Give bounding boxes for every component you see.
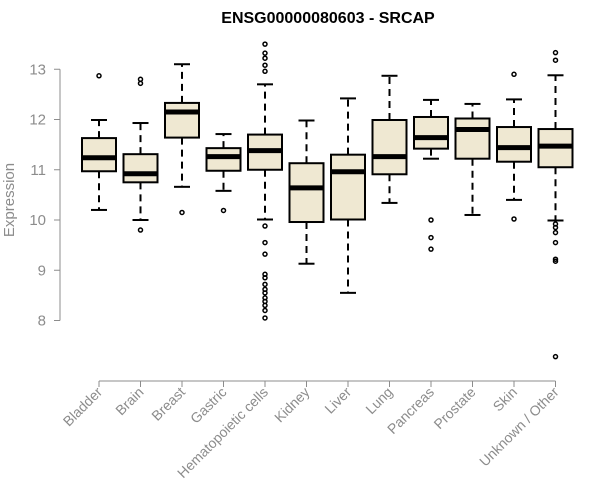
outlier-point (511, 71, 517, 78)
box-hematopoietic-cells (247, 41, 283, 321)
box-bladder (81, 73, 117, 211)
x-tick-label: Brain (112, 384, 146, 418)
boxes-group (81, 41, 574, 360)
y-tick-label: 12 (29, 112, 46, 129)
y-axis: 8 9 10 11 12 13 (29, 61, 61, 330)
outlier-point (552, 256, 559, 262)
box-brain (122, 76, 159, 233)
outlier-point (137, 76, 144, 83)
y-tick-label: 13 (29, 61, 46, 78)
x-tick-label: Unknown / Other (476, 384, 562, 470)
outlier-point (262, 41, 268, 47)
y-tick-label: 10 (29, 212, 46, 229)
outlier-point (511, 216, 517, 222)
outlier-point (262, 223, 268, 229)
outlier-point (96, 73, 102, 79)
outlier-point (262, 307, 268, 314)
iqr-box (413, 115, 449, 150)
x-tick-label: Skin (490, 384, 521, 415)
iqr-box (496, 126, 532, 163)
x-tick-label: Bladder (60, 384, 106, 430)
outlier-point (262, 62, 268, 68)
y-tick-label: 11 (30, 162, 46, 179)
outlier-point (137, 227, 144, 233)
iqr-box (330, 153, 366, 221)
outlier-point (552, 353, 559, 360)
x-tick-label: Lung (362, 384, 395, 417)
outlier-point (262, 271, 268, 278)
outlier-point (552, 57, 559, 63)
iqr-box (288, 162, 325, 224)
y-tick-label: 9 (38, 262, 46, 279)
outlier-point (262, 281, 268, 288)
outlier-point (428, 234, 434, 241)
outlier-point (262, 50, 268, 56)
x-tick-label: Liver (321, 384, 354, 417)
outlier-point (262, 286, 268, 293)
outlier-point (552, 221, 559, 227)
outlier-point (262, 239, 268, 246)
box-lung (371, 74, 408, 204)
y-axis-label: Expression (1, 163, 18, 237)
chart-title: ENSG00000080603 - SRCAP (221, 10, 435, 27)
outlier-point (262, 315, 268, 321)
outlier-point (428, 246, 434, 252)
iqr-box (205, 147, 242, 172)
y-tick-label: 8 (38, 313, 46, 330)
outlier-point (262, 251, 268, 257)
x-tick-label: Prostate (430, 384, 478, 432)
outlier-point (552, 239, 559, 246)
box-gastric (205, 133, 242, 214)
iqr-box (122, 153, 159, 184)
outlier-point (262, 55, 268, 61)
box-pancreas (413, 98, 449, 252)
outlier-point (552, 229, 559, 236)
box-skin (496, 71, 532, 222)
outlier-point (428, 217, 434, 223)
iqr-box (164, 101, 200, 139)
box-prostate (454, 102, 491, 216)
box-breast (164, 63, 200, 216)
outlier-point (262, 295, 268, 301)
box-liver (330, 97, 366, 294)
x-tick-label: Kidney (271, 384, 313, 426)
x-tick-label: Breast (148, 384, 188, 424)
box-kidney (288, 119, 325, 265)
outlier-point (262, 68, 268, 75)
outlier-point (552, 49, 559, 56)
outlier-point (552, 258, 559, 264)
iqr-box (454, 117, 491, 160)
box-unknown-other (537, 49, 574, 360)
outlier-point (179, 209, 185, 216)
outlier-point (220, 207, 227, 214)
iqr-box (371, 119, 408, 176)
iqr-box (81, 137, 117, 173)
